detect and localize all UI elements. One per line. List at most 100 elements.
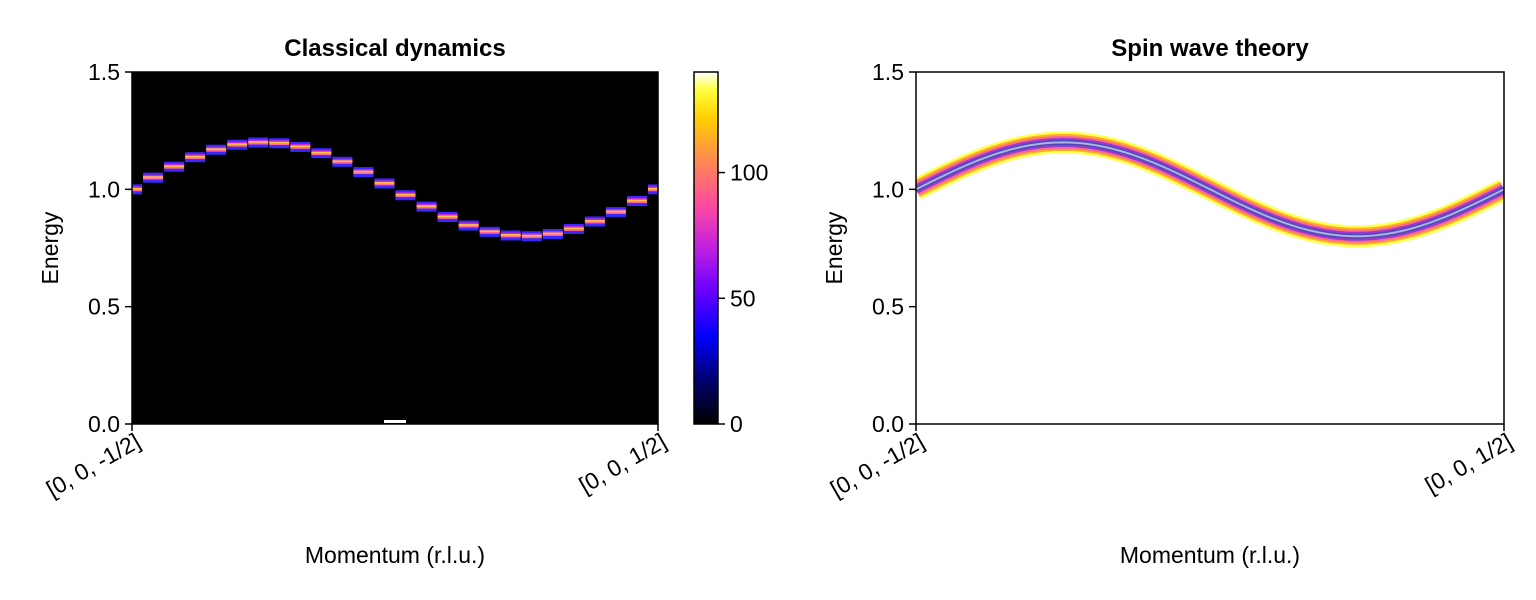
heatmap-cell	[584, 220, 605, 222]
heatmap-cell	[374, 180, 395, 184]
heatmap-cell	[458, 224, 479, 226]
heatmap-cell	[416, 208, 437, 212]
heatmap-cell	[185, 159, 206, 163]
heatmap-cell	[332, 163, 353, 167]
heatmap-cell	[584, 223, 605, 227]
x-axis-label: Momentum (r.l.u.)	[305, 542, 485, 568]
heatmap-cell	[626, 203, 647, 207]
heatmap-cell	[521, 235, 542, 239]
heatmap-cell	[626, 200, 647, 204]
heatmap-cell	[542, 232, 563, 236]
y-tick-label: 0.0	[88, 411, 120, 437]
heatmap-cell	[416, 205, 437, 209]
heatmap-cell	[500, 237, 521, 241]
y-axis-label: Energy	[821, 211, 847, 284]
heatmap-cell	[206, 144, 227, 148]
heatmap-marks	[132, 137, 658, 423]
heatmap-cell	[332, 156, 353, 160]
heatmap-cell	[185, 154, 206, 158]
heatmap-cell	[185, 155, 206, 158]
y-tick-label: 0.5	[872, 294, 904, 320]
heatmap-cell	[269, 141, 290, 144]
heatmap-cell	[605, 210, 626, 214]
heatmap-cell	[143, 174, 164, 178]
heatmap-cell	[626, 198, 647, 202]
x-tick-label: [0, 0, -1/2]	[826, 428, 929, 502]
heatmap-cell	[605, 208, 626, 212]
heatmap-cell	[311, 148, 332, 152]
colorbar-ticks: 0 50 100	[718, 160, 768, 437]
heatmap-cell	[227, 139, 248, 143]
heatmap-cell	[584, 218, 605, 222]
heatmap-cell	[132, 184, 142, 188]
heatmap-cell	[290, 141, 311, 145]
heatmap-cell	[290, 145, 311, 148]
heatmap-cell	[458, 227, 479, 231]
heatmap-cell	[290, 145, 311, 149]
heatmap-cell	[542, 232, 563, 235]
y-axis-label: Energy	[37, 211, 63, 284]
heatmap-cell	[648, 187, 658, 190]
heatmap-cell	[479, 228, 500, 232]
x-axis: [0, 0, -1/2] [0, 0, 1/2]	[42, 424, 671, 502]
heatmap-cell	[395, 194, 416, 198]
heatmap-cell	[374, 182, 395, 186]
heatmap-cell	[143, 179, 164, 183]
heatmap-cell	[269, 142, 290, 146]
heatmap-cell	[521, 233, 542, 237]
heatmap-cell	[437, 211, 458, 215]
x-tick-label: [0, 0, 1/2]	[1420, 428, 1516, 498]
heatmap-cell	[521, 238, 542, 242]
heatmap-cell	[269, 138, 290, 142]
heatmap-cell	[206, 148, 227, 152]
heatmap-cell	[132, 187, 142, 190]
heatmap-cell	[269, 145, 290, 149]
y-tick-label: 1.0	[88, 176, 120, 202]
colorbar-gradient	[693, 71, 719, 425]
heatmap-cell	[353, 167, 374, 171]
heatmap-cell	[332, 160, 353, 162]
heatmap-cell	[143, 176, 164, 178]
heatmap-cell	[395, 197, 416, 201]
heatmap-cell	[353, 174, 374, 178]
heatmap-cell	[290, 143, 311, 147]
heatmap-cell	[185, 156, 206, 160]
y-axis: 0.0 0.5 1.0 1.5	[872, 59, 916, 437]
heatmap-cell	[248, 141, 269, 145]
heatmap-cell	[500, 230, 521, 234]
y-axis: 0.0 0.5 1.0 1.5	[88, 59, 132, 437]
colorbar-tick-label: 50	[730, 285, 756, 311]
dispersion-band	[916, 131, 1504, 248]
heatmap-cell	[437, 213, 458, 217]
heatmap-cell	[353, 169, 374, 173]
heatmap-cell	[542, 230, 563, 234]
dispersion-line	[916, 141, 1504, 238]
heatmap-cell	[132, 191, 142, 195]
heatmap-cell	[290, 148, 311, 152]
heatmap-cell	[164, 168, 185, 172]
heatmap-cell	[164, 165, 185, 169]
heatmap-cell	[416, 201, 437, 205]
chart-title: Classical dynamics	[284, 35, 505, 62]
heatmap-cell	[648, 188, 658, 192]
heatmap-cell	[563, 223, 584, 227]
plot-frame	[915, 71, 1505, 425]
heatmap-cell	[458, 222, 479, 226]
heatmap-cell	[416, 203, 437, 207]
plot-frame	[131, 71, 659, 425]
heatmap-cell	[648, 191, 658, 195]
y-tick-label: 1.5	[872, 59, 904, 85]
colorbar-tick-label: 0	[730, 411, 743, 437]
heatmap-cell	[479, 226, 500, 230]
heatmap-cell	[164, 161, 185, 165]
heatmap-cell	[248, 141, 269, 143]
heatmap-cell	[332, 160, 353, 164]
heatmap-cell	[458, 220, 479, 224]
colorbar: 0 50 100	[693, 71, 768, 437]
heatmap-cell	[248, 144, 269, 148]
heatmap-cell	[500, 234, 521, 236]
heatmap-cell	[311, 150, 332, 154]
heatmap-cell	[248, 139, 269, 143]
heatmap-cell	[500, 232, 521, 236]
